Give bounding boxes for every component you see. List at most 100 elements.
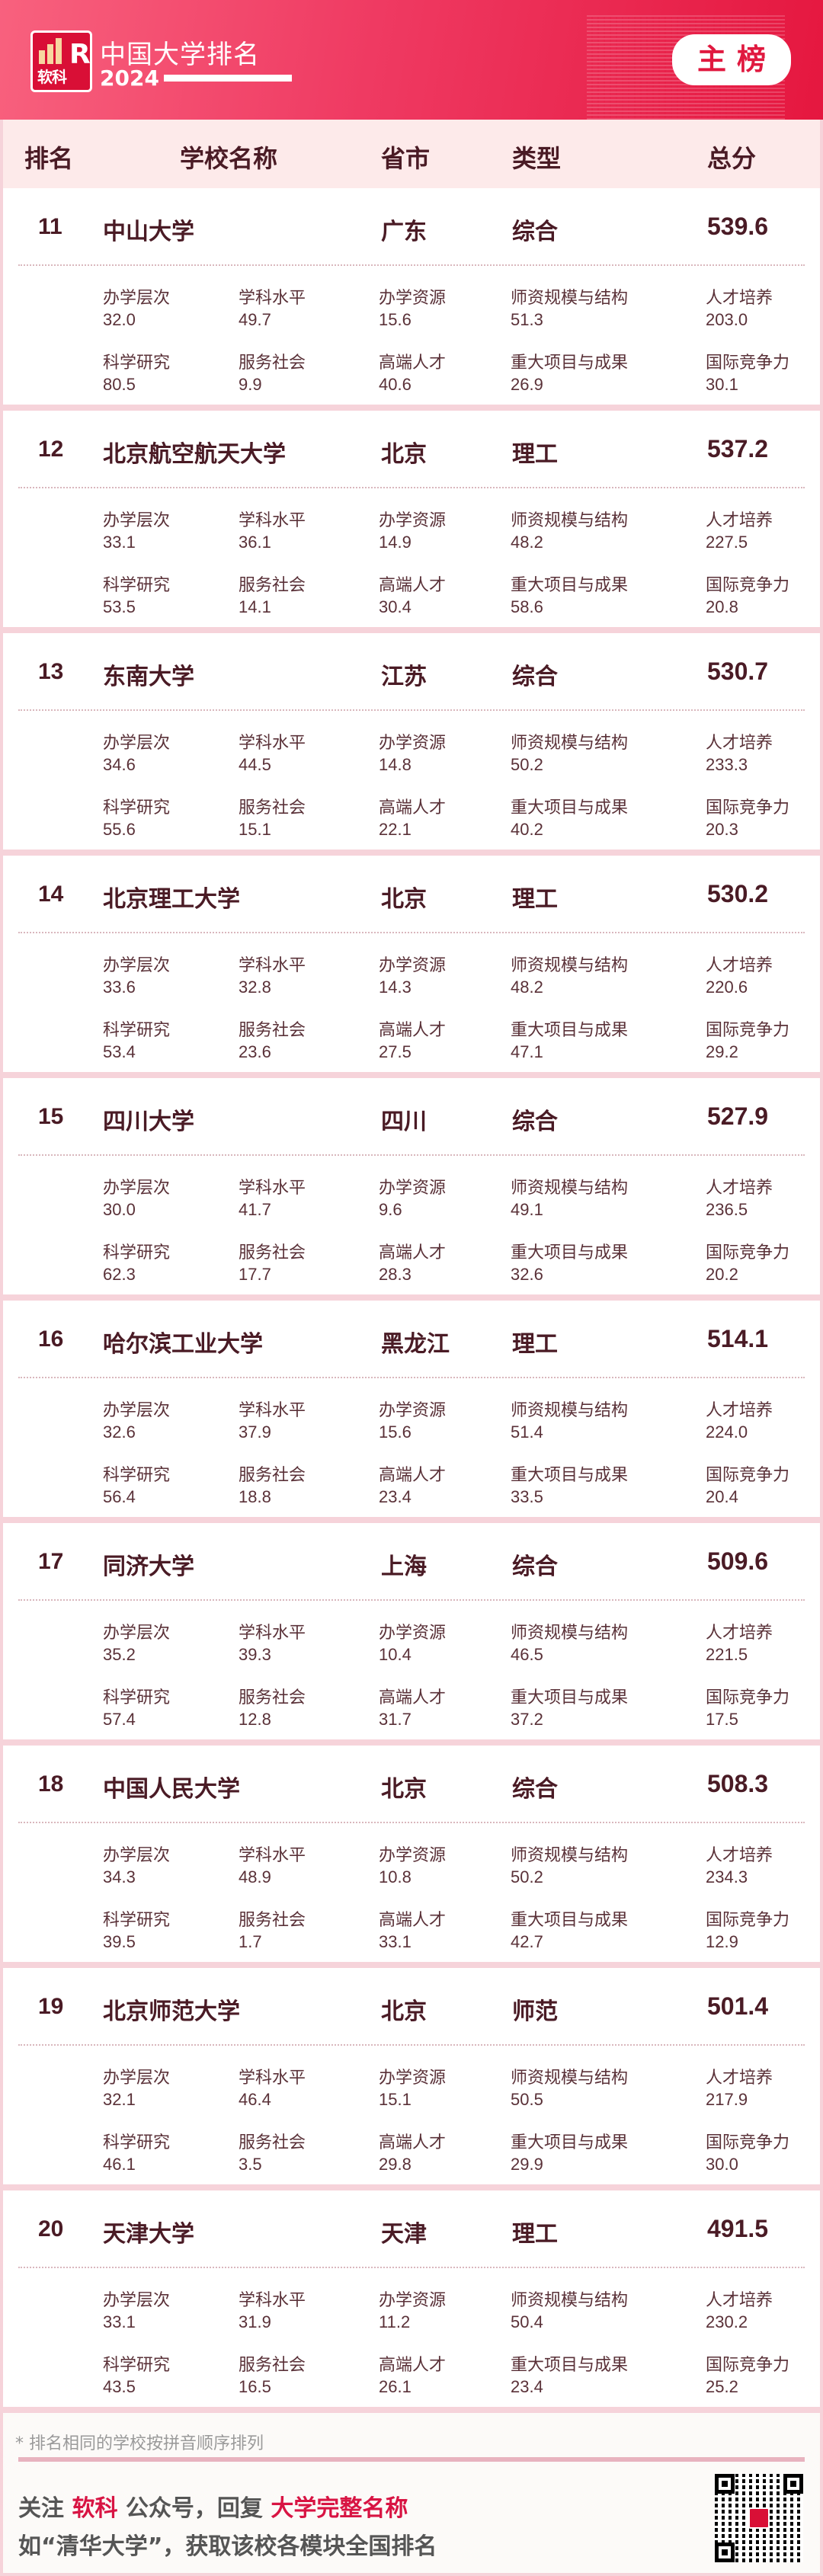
metric-value: 51.4 [511,1422,543,1442]
school-type: 综合 [512,219,558,245]
metric-value: 15.1 [379,2090,412,2109]
rank: 18 [38,1771,64,1797]
metric-value: 40.2 [511,820,543,839]
metric-label: 师资规模与结构 [511,734,629,753]
metric-label: 国际竞争力 [706,1021,790,1040]
metric-label: 科学研究 [103,354,171,373]
footnote: * 排名相同的学校按拼音顺序排列 [15,2434,264,2453]
metric-label: 办学层次 [103,289,171,308]
metric-value: 15.1 [239,820,271,839]
metric-value: 33.1 [103,533,136,552]
metric-value: 220.6 [706,978,748,997]
ranking-row[interactable]: 13 东南大学 江苏 综合 530.7 办学层次 34.6 学科水平 44.5 办学资源… [3,633,820,850]
school-name[interactable]: 同济大学 [103,1554,194,1580]
ranking-row[interactable]: 15 四川大学 四川 综合 527.9 办学层次 30.0 学科水平 41.7 办学资源… [3,1078,820,1294]
province: 江苏 [381,664,427,690]
metric-value: 36.1 [239,533,271,552]
school-type: 综合 [512,1776,558,1803]
metric-label: 学科水平 [239,956,306,975]
province: 北京 [381,441,427,468]
school-type: 理工 [512,886,558,913]
metric-label: 办学资源 [379,956,447,975]
ranking-row[interactable]: 20 天津大学 天津 理工 491.5 办学层次 33.1 学科水平 31.9 办学资源… [3,2190,820,2407]
school-name[interactable]: 中山大学 [103,219,194,245]
school-name[interactable]: 四川大学 [103,1109,194,1135]
metric-value: 14.3 [379,978,412,997]
metric-label: 办学资源 [379,511,447,530]
ranking-row[interactable]: 19 北京师范大学 北京 师范 501.4 办学层次 32.1 学科水平 46.4 办学… [3,1968,820,2184]
metric-value: 22.1 [379,820,412,839]
rank: 15 [38,1104,64,1129]
footer-divider [18,2457,805,2462]
metric-label: 科学研究 [103,1243,171,1262]
rank: 12 [38,437,64,462]
school-type: 理工 [512,2221,558,2248]
metric-label: 办学层次 [103,511,171,530]
school-name[interactable]: 天津大学 [103,2221,194,2248]
metric-label: 服务社会 [239,1466,306,1485]
metric-value: 3.5 [239,2155,262,2174]
metric-label: 办学层次 [103,734,171,753]
metric-label: 学科水平 [239,1179,306,1198]
rank: 19 [38,1994,64,2019]
metric-value: 20.2 [706,1265,738,1284]
total-score: 508.3 [707,1770,769,1797]
footer: * 排名相同的学校按拼音顺序排列 关注 软科 公众号，回复 大学完整名称 如“清… [3,2413,820,2573]
metric-value: 56.4 [103,1487,136,1506]
metric-value: 23.4 [379,1487,412,1506]
total-score: 539.6 [707,213,769,240]
metric-value: 15.6 [379,310,412,329]
metric-value: 15.6 [379,1422,412,1442]
school-name[interactable]: 北京理工大学 [103,886,240,913]
metric-value: 26.9 [511,375,543,394]
ranking-row[interactable]: 12 北京航空航天大学 北京 理工 537.2 办学层次 33.1 学科水平 36.1… [3,411,820,627]
page-title: 中国大学排名 [100,40,260,70]
total-score: 491.5 [707,2215,769,2242]
metric-value: 25.2 [706,2377,738,2396]
metric-value: 39.3 [239,1645,271,1664]
school-name[interactable]: 北京航空航天大学 [103,441,286,468]
metric-label: 人才培养 [706,289,773,308]
metric-value: 48.2 [511,533,543,552]
school-type: 综合 [512,1109,558,1135]
metric-value: 50.2 [511,1867,543,1886]
ranking-row[interactable]: 16 哈尔滨工业大学 黑龙江 理工 514.1 办学层次 32.6 学科水平 37.9… [3,1301,820,1517]
metric-value: 50.5 [511,2090,543,2109]
metric-value: 47.1 [511,1042,543,1061]
metric-label: 重大项目与成果 [511,1466,629,1485]
metric-value: 32.1 [103,2090,136,2109]
metric-label: 学科水平 [239,1624,306,1643]
ranking-row[interactable]: 14 北京理工大学 北京 理工 530.2 办学层次 33.6 学科水平 32.8 办学… [3,856,820,1072]
ranking-row[interactable]: 18 中国人民大学 北京 综合 508.3 办学层次 34.3 学科水平 48.9 办学… [3,1746,820,1962]
col-type: 类型 [512,144,562,173]
metric-label: 科学研究 [103,1688,171,1707]
metric-label: 国际竞争力 [706,798,790,818]
school-name[interactable]: 中国人民大学 [103,1776,240,1803]
rank: 11 [38,214,62,239]
metric-value: 49.7 [239,310,271,329]
metric-label: 师资规模与结构 [511,511,629,530]
metric-value: 46.4 [239,2090,271,2109]
total-score: 509.6 [707,1547,769,1575]
metric-label: 人才培养 [706,1179,773,1198]
main-list-badge[interactable]: 主榜 [672,34,791,85]
metric-value: 46.5 [511,1645,543,1664]
metric-value: 234.3 [706,1867,748,1886]
school-name[interactable]: 北京师范大学 [103,1998,240,2025]
ranking-row[interactable]: 11 中山大学 广东 综合 539.6 办学层次 32.0 学科水平 49.7 办学资源… [3,188,820,405]
header: R 软科 中国大学排名 2024 主榜 [0,0,823,120]
metric-value: 33.6 [103,978,136,997]
metric-value: 224.0 [706,1422,748,1442]
metric-label: 师资规模与结构 [511,956,629,975]
metric-label: 师资规模与结构 [511,2069,629,2088]
school-name[interactable]: 东南大学 [103,664,194,690]
school-name[interactable]: 哈尔滨工业大学 [103,1331,263,1358]
metric-value: 17.7 [239,1265,271,1284]
metric-label: 办学层次 [103,2291,171,2310]
dotted-divider [18,264,805,266]
metric-label: 科学研究 [103,2133,171,2152]
metric-label: 国际竞争力 [706,1466,790,1485]
metric-label: 高端人才 [379,1688,447,1707]
ranking-row[interactable]: 17 同济大学 上海 综合 509.6 办学层次 35.2 学科水平 39.3 办学资源… [3,1523,820,1739]
metric-label: 人才培养 [706,1401,773,1420]
